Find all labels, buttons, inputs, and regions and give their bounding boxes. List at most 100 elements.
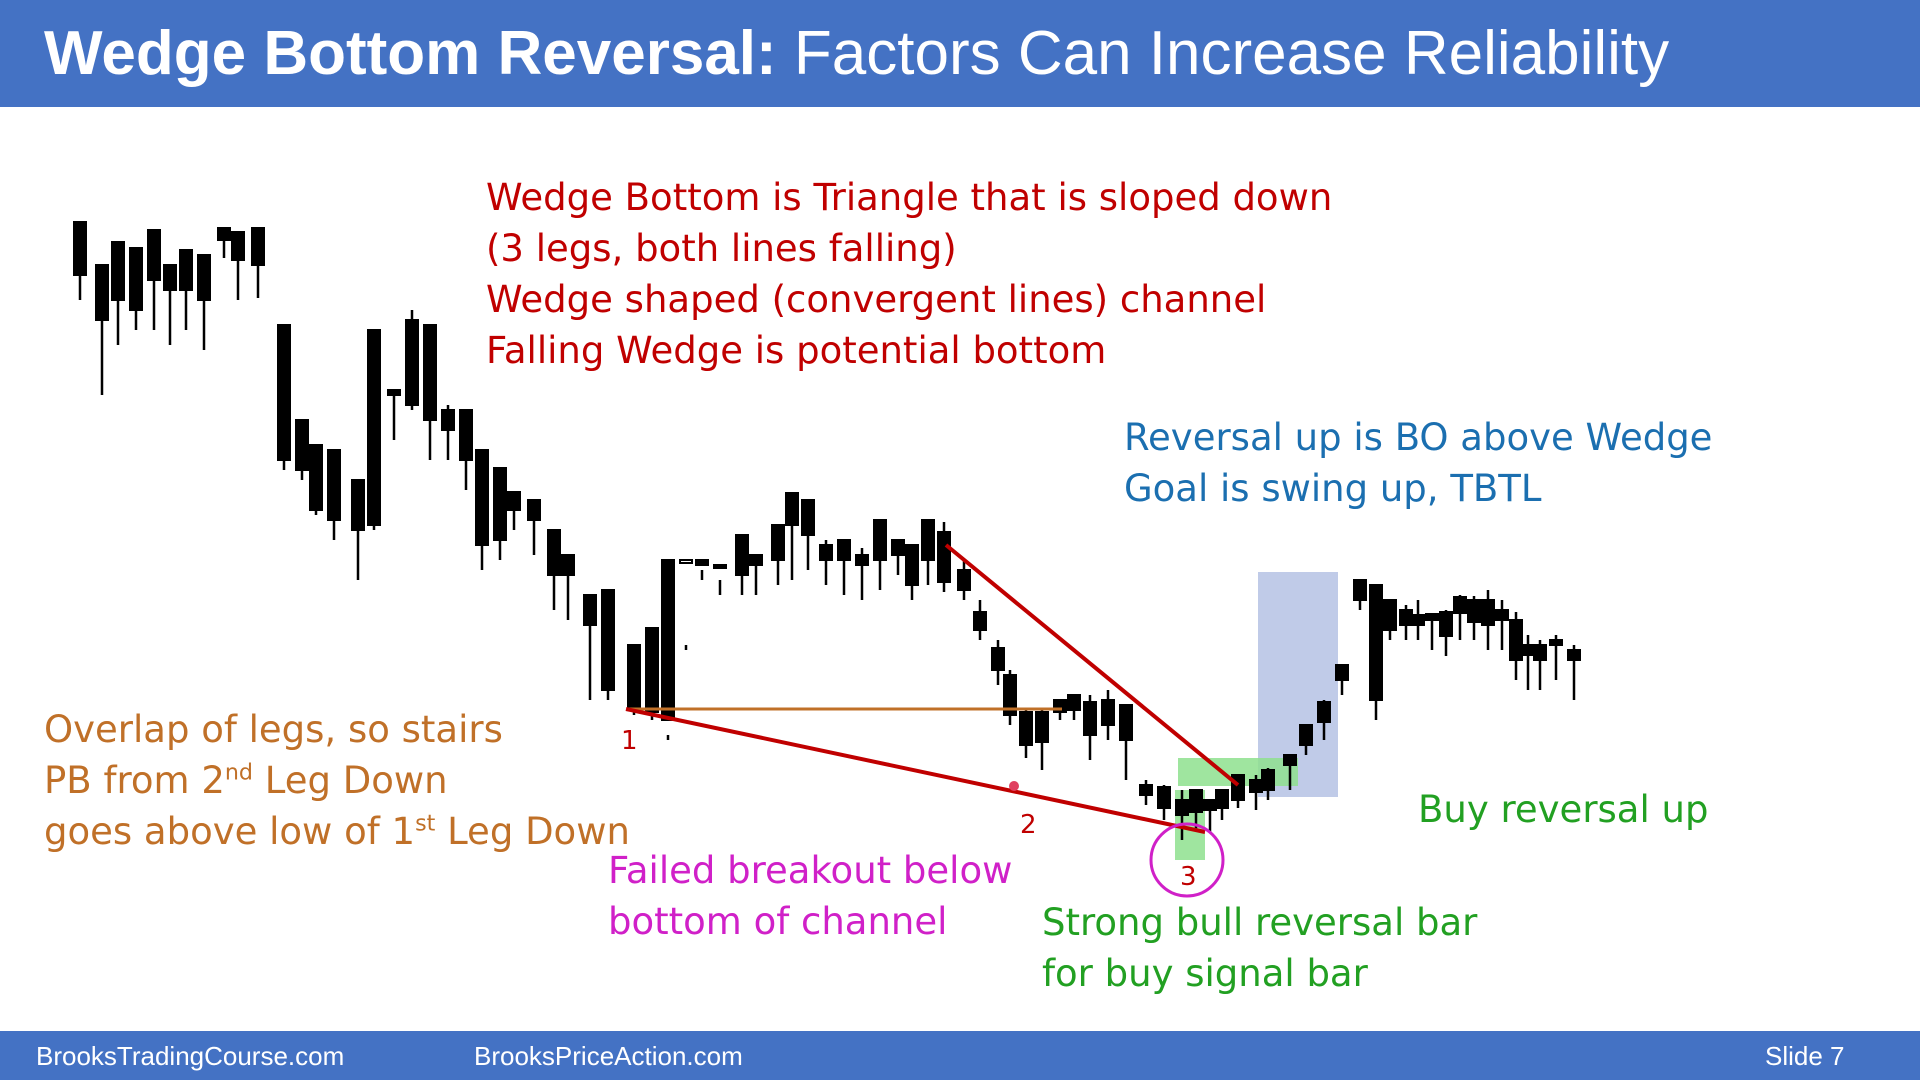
candle-27 <box>547 529 561 610</box>
candle-45 <box>873 519 887 590</box>
candle-30 <box>601 589 615 700</box>
candle-52 <box>991 640 1005 685</box>
candle-24 <box>493 467 507 560</box>
candle-83 <box>1481 590 1495 650</box>
bear-candle-body <box>309 444 323 511</box>
candle-23 <box>475 449 489 570</box>
overlap-annotation: Overlap of legs, so stairs PB from 2nd L… <box>44 704 630 857</box>
reversal-line-2: Goal is swing up, TBTL <box>1124 467 1542 510</box>
failed-breakout-dot <box>1009 781 1019 791</box>
footer-right: Slide 7 <box>1765 1041 1845 1071</box>
overlap-line-1: Overlap of legs, so stairs <box>44 708 503 751</box>
bear-candle-body <box>661 559 675 721</box>
candle-29 <box>583 594 597 700</box>
bear-candle-body <box>217 227 231 241</box>
bear-candle-body <box>197 254 211 301</box>
candle-82 <box>1467 596 1481 640</box>
bear-candle-body <box>1439 611 1453 637</box>
slide-title: Wedge Bottom Reversal: Factors Can Incre… <box>44 14 1669 94</box>
candle-35 <box>695 559 709 580</box>
candle-25 <box>507 491 521 530</box>
bear-candle-body <box>1283 754 1297 766</box>
candle-80 <box>1439 610 1453 656</box>
candle-43 <box>837 539 851 595</box>
bear-candle-body <box>1175 799 1189 816</box>
candle-57 <box>1067 694 1081 720</box>
bear-candle-body <box>1035 711 1049 743</box>
bear-candle-body <box>493 467 507 541</box>
candle-41 <box>801 499 815 570</box>
candle-19 <box>405 310 419 410</box>
candle-5 <box>147 229 161 330</box>
bear-candle-body <box>1249 779 1263 793</box>
candle-54 <box>1019 710 1033 758</box>
bear-candle-body <box>1549 639 1563 646</box>
overlap-line-3b: Leg Down <box>435 810 630 853</box>
bear-candle-body <box>819 544 833 561</box>
bear-candle-body <box>163 264 177 291</box>
candle-9 <box>217 227 231 258</box>
overlap-line-3a: goes above low of 1 <box>44 810 416 853</box>
failed-line-2: bottom of channel <box>608 900 948 943</box>
candle-88 <box>1549 635 1563 680</box>
bear-candle-body <box>973 611 987 631</box>
bear-candle-body <box>1261 769 1275 791</box>
slide-header: Wedge Bottom Reversal: Factors Can Incre… <box>0 0 1920 107</box>
candle-3 <box>111 241 125 345</box>
candle-36 <box>713 564 727 595</box>
candle-61 <box>1139 780 1153 805</box>
candle-33 <box>661 559 675 740</box>
candle-48 <box>921 519 935 585</box>
footer-left: BrooksTradingCourse.com <box>36 1041 345 1071</box>
bear-candle-body <box>991 647 1005 671</box>
leg1-label: 1 <box>621 726 638 756</box>
bear-candle-body <box>1299 724 1313 746</box>
bear-candle-body <box>1521 644 1535 656</box>
bear-candle-body <box>367 329 381 526</box>
candle-12 <box>277 324 291 470</box>
candle-37 <box>735 534 749 595</box>
footer-mid: BrooksPriceAction.com <box>474 1041 743 1071</box>
bear-candle-body <box>95 264 109 321</box>
bear-candle-body <box>921 519 935 561</box>
candle-77 <box>1399 605 1413 640</box>
title-rest: Factors Can Increase Reliability <box>776 19 1670 88</box>
candle-71 <box>1299 724 1313 755</box>
bear-candle-body <box>1533 644 1547 661</box>
candle-62 <box>1157 785 1171 820</box>
bear-candle-body <box>1495 609 1509 621</box>
bear-candle-body <box>1453 596 1467 614</box>
bear-candle-body <box>1003 674 1017 716</box>
bear-candle-body <box>1215 789 1229 809</box>
candle-46 <box>891 539 905 575</box>
bear-candle-body <box>1083 701 1097 736</box>
strong-line-2: for buy signal bar <box>1042 952 1368 995</box>
candle-42 <box>819 540 833 585</box>
overlap-line-2b: Leg Down <box>253 759 448 802</box>
candle-74 <box>1353 579 1367 610</box>
candle-2 <box>95 264 109 395</box>
bear-candle-body <box>1231 774 1245 801</box>
candle-18 <box>387 389 401 440</box>
candle-7 <box>179 249 193 330</box>
bear-candle-body <box>1509 619 1523 661</box>
bear-candle-body <box>459 409 473 461</box>
title-bold: Wedge Bottom Reversal: <box>44 19 777 88</box>
candle-78 <box>1411 600 1425 640</box>
candle-65 <box>1203 799 1217 832</box>
leg2-label: 2 <box>1020 810 1037 840</box>
bear-candle-body <box>937 531 951 583</box>
bear-candle-body <box>251 227 265 266</box>
bear-candle-body <box>583 594 597 626</box>
bear-candle-body <box>527 499 541 521</box>
candle-79 <box>1425 613 1439 650</box>
reversal-annotation: Reversal up is BO above Wedge Goal is sw… <box>1124 412 1712 514</box>
bear-candle-body <box>1317 701 1331 723</box>
failed-breakout-annotation: Failed breakout below bottom of channel <box>608 845 1012 947</box>
bear-candle-body <box>111 241 125 301</box>
wedge-lower-line <box>625 707 1206 834</box>
overlap-line-3: goes above low of 1st Leg Down <box>44 806 630 857</box>
bear-candle-body <box>129 247 143 311</box>
bear-candle-body <box>507 491 521 511</box>
candle-68 <box>1249 775 1263 810</box>
